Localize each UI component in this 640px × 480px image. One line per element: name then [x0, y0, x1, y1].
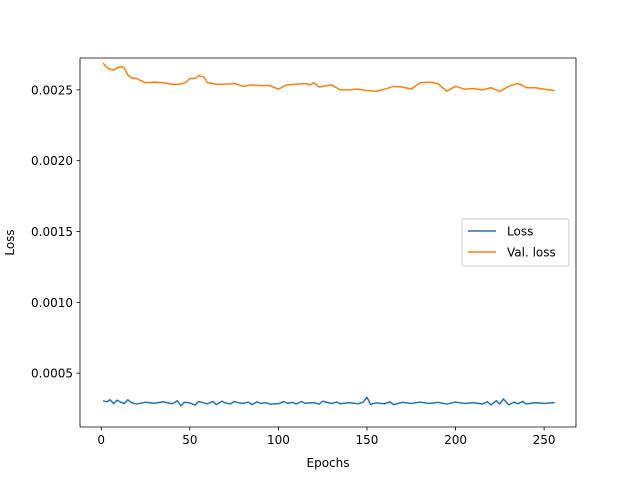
x-tick-label: 150: [356, 433, 379, 447]
y-tick-label: 0.0005: [31, 367, 73, 381]
series-line-val-loss: [102, 62, 555, 93]
y-tick-label: 0.0010: [31, 296, 73, 310]
y-tick-label: 0.0020: [31, 154, 73, 168]
x-tick-label: 100: [267, 433, 290, 447]
y-tick-label: 0.0015: [31, 225, 73, 239]
legend: Loss Val. loss: [461, 218, 570, 267]
y-axis-label: Loss: [3, 229, 17, 255]
series-line-loss: [102, 396, 555, 407]
x-tick-label: 50: [182, 433, 197, 447]
x-tick-label: 250: [533, 433, 556, 447]
y-tick-label: 0.0025: [31, 83, 73, 97]
x-tick-label: 200: [444, 433, 467, 447]
x-axis-label: Epochs: [307, 456, 350, 470]
legend-label: Val. loss: [507, 246, 556, 260]
legend-label: Loss: [507, 225, 533, 239]
x-tick-label: 0: [97, 433, 105, 447]
